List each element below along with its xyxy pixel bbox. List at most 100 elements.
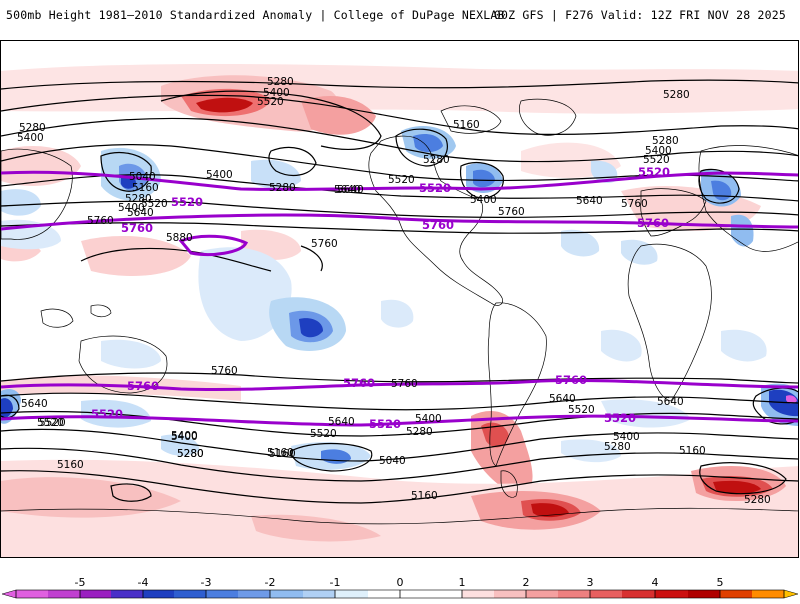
purple-contour-label: 5760 <box>343 376 375 390</box>
contour-label: 5280 <box>19 122 46 134</box>
contour-label: 5400 <box>118 202 145 214</box>
purple-contour-labels: 5520 5520 5520 5760 5760 5760 5760 5760 … <box>91 165 670 431</box>
colorbar-tick-label: 2 <box>523 576 530 589</box>
colorbar-tick-label: -3 <box>201 576 212 589</box>
colorbar-segment <box>494 590 527 598</box>
map-svg: 5280 5400 5520 5280 5400 5040 5160 5280 … <box>1 64 798 557</box>
contour-label: 5160 <box>269 448 296 460</box>
contour-label: 5280 <box>423 154 450 166</box>
colorbar-segment <box>526 590 559 598</box>
contour-label: 5400 <box>415 413 442 425</box>
purple-contour-label: 5520 <box>369 417 401 431</box>
contour-label: 5400 <box>645 145 672 157</box>
colorbar-segment <box>590 590 623 598</box>
colorbar-segment <box>16 590 49 598</box>
contour-label: 5760 <box>498 206 525 218</box>
contour-label: 5400 <box>171 431 198 443</box>
contour-label: 5640 <box>337 184 364 196</box>
colorbar-tick-label: -4 <box>138 576 149 589</box>
contour-label: 5640 <box>549 393 576 405</box>
contour-label: 5160 <box>132 182 159 194</box>
colorbar-min-arrow <box>1 589 17 599</box>
contour-label: 5520 <box>310 428 337 440</box>
colorbar-segment <box>655 590 689 598</box>
contour-label: 5400 <box>171 430 198 442</box>
contour-label: 5160 <box>267 447 294 459</box>
colorbar-segment <box>462 590 495 598</box>
contour-label: 5160 <box>411 490 438 502</box>
contour-label: 5400 <box>613 431 640 443</box>
contour-label: 5280 <box>663 89 690 101</box>
contour-label: 5520 <box>568 404 595 416</box>
colorbar-tick-label: 0 <box>397 576 404 589</box>
contour-label: 5040 <box>379 455 406 467</box>
colorbar-segment <box>303 590 336 598</box>
contour-label: 5280 <box>267 76 294 88</box>
purple-contour-label: 5760 <box>637 216 669 230</box>
contour-label: 5280 <box>177 448 204 460</box>
colorbar-segment <box>558 590 591 598</box>
contour-label: 5640 <box>334 184 361 196</box>
colorbar-segment <box>400 590 432 598</box>
colorbar-tick-label: 4 <box>652 576 659 589</box>
contour-label: 5400 <box>206 169 233 181</box>
colorbar-segment <box>622 590 656 598</box>
purple-contour-label: 5520 <box>604 411 636 425</box>
colorbar-svg: -5 -4 -3 -2 -1 0 1 2 3 4 5 <box>1 576 799 599</box>
contour-label: 5400 <box>263 87 290 99</box>
anomaly-map: 5280 5400 5520 5280 5400 5040 5160 5280 … <box>0 40 799 558</box>
colorbar-segment <box>238 590 271 598</box>
colorbar-tick-label: 1 <box>459 576 466 589</box>
contour-label: 5520 <box>39 417 66 429</box>
contour-label: 5280 <box>744 494 771 506</box>
anomaly-shading <box>1 64 798 557</box>
contour-label: 5760 <box>621 198 648 210</box>
contour-label: 5280 <box>604 441 631 453</box>
colorbar-segment <box>368 590 401 598</box>
colorbar-segment <box>48 590 81 598</box>
colorbar-segment <box>111 590 144 598</box>
colorbar-tick-label: 3 <box>587 576 594 589</box>
colorbar-tick-label: -1 <box>330 576 341 589</box>
map-title: 500mb Height 1981–2010 Standardized Anom… <box>6 8 505 22</box>
contour-label: 5640 <box>576 195 603 207</box>
purple-contour-label: 5760 <box>121 221 153 235</box>
contour-label: 5160 <box>453 119 480 131</box>
contour-label: 5520 <box>141 198 168 210</box>
colorbar-segment <box>80 590 112 598</box>
contour-label: 5520 <box>257 96 284 108</box>
contour-label: 5160 <box>57 459 84 471</box>
purple-contour-label: 5760 <box>555 373 587 387</box>
colorbar: -5 -4 -3 -2 -1 0 1 2 3 4 5 <box>0 570 800 600</box>
colorbar-tick-label: 5 <box>717 576 724 589</box>
contour-label: 5400 <box>17 132 44 144</box>
contour-label: 5280 <box>177 448 204 460</box>
colorbar-segment <box>431 590 463 598</box>
contour-label: 5640 <box>127 207 154 219</box>
colorbar-segment <box>206 590 239 598</box>
header: 500mb Height 1981–2010 Standardized Anom… <box>0 0 800 26</box>
colorbar-segment <box>752 590 785 598</box>
contour-label: 5760 <box>211 365 238 377</box>
colorbar-segment <box>174 590 207 598</box>
purple-contours <box>1 170 798 427</box>
colorbar-max-arrow <box>783 589 799 599</box>
contour-label: 5160 <box>679 445 706 457</box>
contour-label: 5760 <box>311 238 338 250</box>
colorbar-segment <box>143 590 175 598</box>
contour-label: 5520 <box>643 154 670 166</box>
height-contours <box>1 79 798 504</box>
purple-contour-label: 5520 <box>419 181 451 195</box>
model-run-label: 00Z GFS | F276 Valid: 12Z FRI NOV 28 202… <box>493 8 786 22</box>
contour-label: 5280 <box>406 426 433 438</box>
purple-contour-label: 5760 <box>422 218 454 232</box>
purple-contour-label: 5520 <box>91 407 123 421</box>
contour-label: 5760 <box>87 215 114 227</box>
colorbar-segment <box>270 590 304 598</box>
contour-label: 5640 <box>328 416 355 428</box>
contour-label: 5280 <box>269 182 296 194</box>
colorbar-ticks: -5 -4 -3 -2 -1 0 1 2 3 4 5 <box>75 576 724 598</box>
contour-label: 5640 <box>21 398 48 410</box>
purple-contour-label: 5520 <box>638 165 670 179</box>
purple-contour-label: 5520 <box>171 195 203 209</box>
